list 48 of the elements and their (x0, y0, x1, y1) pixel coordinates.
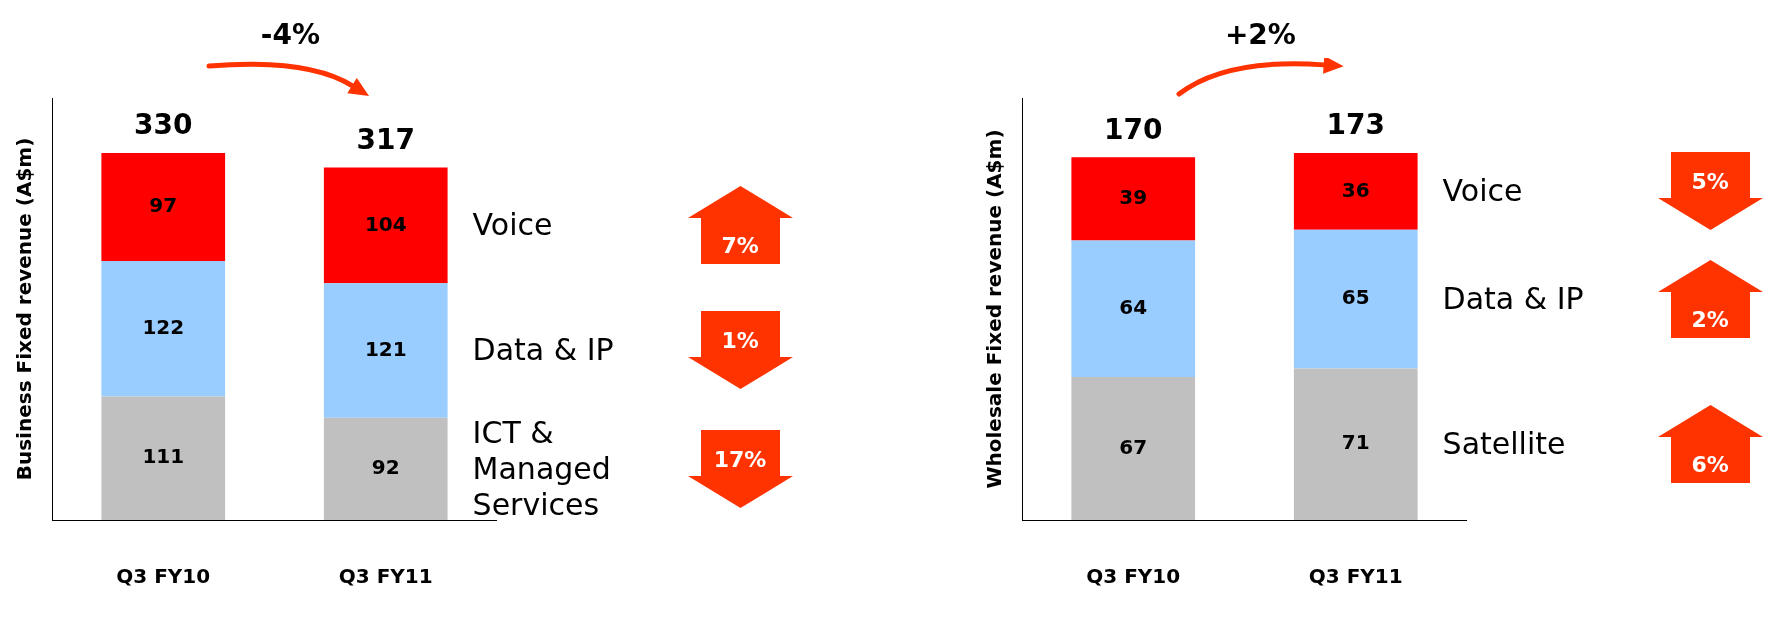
bar (101, 153, 226, 261)
bar (1071, 240, 1196, 378)
data-label: 64 (1119, 294, 1148, 319)
data-label: 36 (1341, 177, 1370, 202)
total-label: 317 (356, 122, 415, 156)
series-label: ICT & Managed Services (472, 414, 612, 523)
data-label: 97 (149, 193, 178, 218)
bar (101, 396, 226, 520)
data-label: 111 (142, 444, 185, 469)
total-label: 173 (1326, 108, 1385, 142)
text: 7% (720, 233, 760, 260)
bar (1293, 368, 1418, 520)
x-tick-label: Q3 FY11 (1308, 564, 1403, 589)
bar (1071, 157, 1196, 241)
y-axis-title: Wholesale Fixed revenue (A$m) (982, 129, 1007, 489)
series-label: Voice (1442, 173, 1524, 210)
data-label: 92 (371, 455, 400, 480)
text: 17% (712, 446, 768, 473)
data-label: 122 (142, 314, 185, 339)
total-label: 170 (1104, 112, 1163, 146)
data-label: 71 (1341, 430, 1370, 455)
bar (101, 260, 226, 397)
bar (323, 167, 448, 284)
data-label: 67 (1119, 434, 1148, 459)
bar (323, 283, 448, 418)
data-label: 39 (1119, 185, 1148, 210)
series-label: Satellite (1442, 426, 1567, 463)
series-label: Data & IP (1442, 281, 1585, 318)
text: 1% (720, 328, 760, 355)
bar (323, 417, 448, 520)
series-label: Voice (472, 207, 554, 244)
y-axis-title: Business Fixed revenue (A$m) (12, 137, 37, 481)
text: 2% (1690, 307, 1730, 334)
x-tick-label: Q3 FY11 (338, 564, 433, 589)
data-label: 104 (364, 211, 407, 236)
text: 5% (1690, 169, 1730, 196)
series-label: Data & IP (472, 332, 615, 369)
total-label: 330 (134, 108, 193, 142)
bar (1293, 229, 1418, 369)
bar (1293, 153, 1418, 230)
data-label: 121 (364, 336, 407, 361)
x-tick-label: Q3 FY10 (116, 564, 211, 589)
text: 6% (1690, 452, 1730, 479)
text: +2% (1223, 18, 1297, 52)
bar (1071, 377, 1196, 520)
text: -4% (259, 18, 321, 52)
data-label: 65 (1341, 285, 1370, 310)
x-tick-label: Q3 FY10 (1086, 564, 1181, 589)
